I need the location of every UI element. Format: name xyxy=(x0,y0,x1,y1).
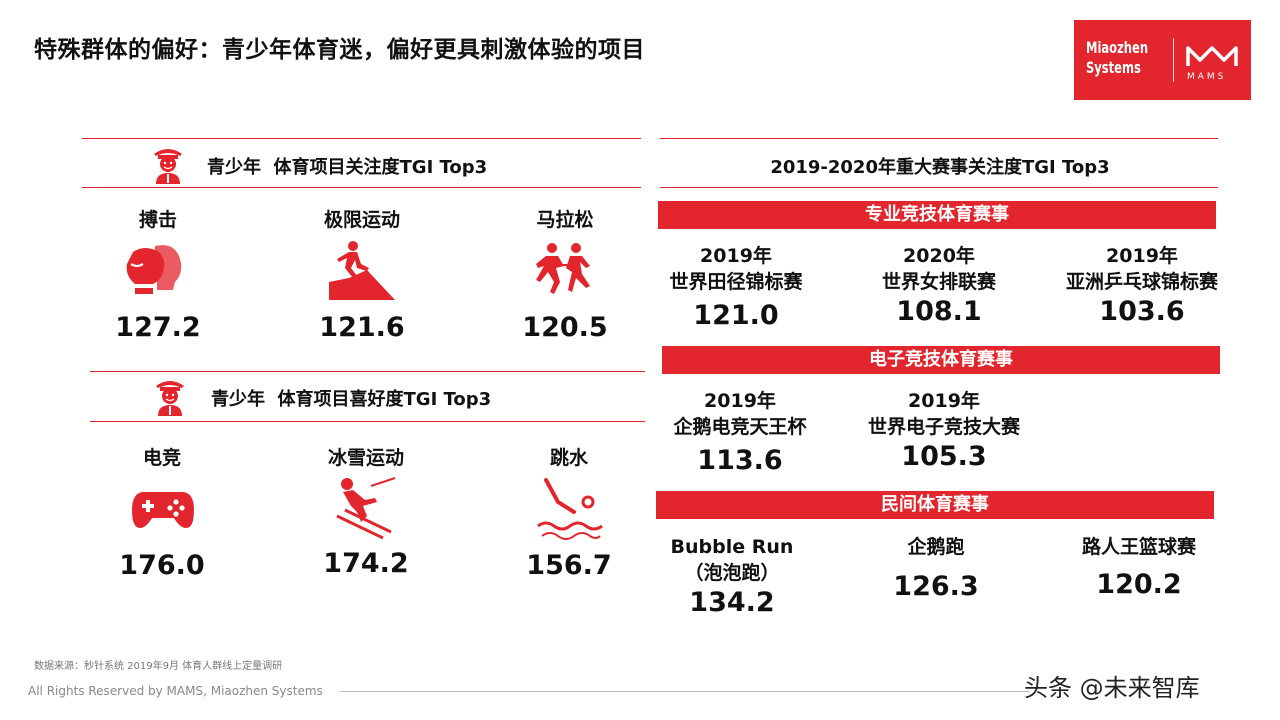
esports-bar: 电子竞技体育赛事 xyxy=(662,346,1220,374)
event-name: 世界田径锦标赛 xyxy=(669,271,803,293)
preference-value-1: 176.0 xyxy=(119,550,205,581)
event-subname: （泡泡跑） xyxy=(684,562,780,584)
events-heading: 2019-2020年重大赛事关注度TGI Top3 xyxy=(770,157,1110,178)
skiing-icon xyxy=(336,477,396,540)
extreme-climb-icon xyxy=(329,241,395,300)
event-value: 134.2 xyxy=(689,587,775,618)
preference-bottom-rule xyxy=(90,421,645,422)
logo-brand-line1: Miaozhen xyxy=(1086,38,1149,57)
attention-value-2: 121.6 xyxy=(319,312,405,343)
event-wcg: 2019年 世界电子竞技大赛 105.3 xyxy=(844,388,1044,474)
event-volleyball-league: 2020年 世界女排联赛 108.1 xyxy=(839,243,1039,329)
event-name: 亚洲乒乓球锦标赛 xyxy=(1065,271,1218,293)
attention-label-2: 极限运动 xyxy=(323,209,400,231)
logo-brand-text: Miaozhen Systems xyxy=(1086,38,1148,78)
event-year: 2019年 xyxy=(1106,245,1178,267)
event-name: 世界女排联赛 xyxy=(881,271,996,293)
attention-value-3: 120.5 xyxy=(522,312,608,343)
folk-sports-bar: 民间体育赛事 xyxy=(656,491,1214,519)
attention-bottom-rule xyxy=(82,187,641,188)
event-year: 2020年 xyxy=(903,245,975,267)
attention-top-rule xyxy=(82,138,641,139)
event-name: 企鹅跑 xyxy=(907,536,965,558)
event-value: 108.1 xyxy=(896,296,982,327)
event-value: 126.3 xyxy=(893,571,979,602)
preference-value-2: 174.2 xyxy=(323,548,409,579)
event-year: 2019年 xyxy=(704,390,776,412)
event-value: 113.6 xyxy=(697,445,783,476)
events-bottom-rule xyxy=(660,187,1218,188)
logo-brand-line2: Systems xyxy=(1086,58,1141,77)
event-value: 105.3 xyxy=(901,441,987,472)
event-value: 103.6 xyxy=(1099,296,1185,327)
teen-avatar-icon xyxy=(154,149,182,184)
watermark-text: 头条 @未来智库 xyxy=(1024,674,1200,702)
event-asian-table-tennis: 2019年 亚洲乒乓球锦标赛 103.6 xyxy=(1042,243,1242,329)
event-year: 2019年 xyxy=(908,390,980,412)
footer-rule xyxy=(340,691,1030,692)
events-top-rule xyxy=(660,138,1218,139)
gamepad-icon xyxy=(132,492,194,528)
event-value: 121.0 xyxy=(693,300,779,331)
event-year: 2019年 xyxy=(700,245,772,267)
attention-label-3: 马拉松 xyxy=(536,209,594,231)
event-name: 企鹅电竞天王杯 xyxy=(673,416,807,438)
data-source-note: 数据来源：秒针系统 2019年9月 体育人群线上定量调研 xyxy=(34,661,283,672)
event-bubble-run: Bubble Run （泡泡跑） 134.2 xyxy=(632,534,832,620)
event-name: 世界电子竞技大赛 xyxy=(867,416,1020,438)
preference-label-1: 电竞 xyxy=(142,447,181,469)
event-name: 路人王篮球赛 xyxy=(1081,536,1196,558)
preference-label-3: 跳水 xyxy=(549,447,588,469)
preference-value-3: 156.7 xyxy=(526,550,612,581)
diving-icon xyxy=(537,478,603,540)
boxing-glove-icon xyxy=(126,245,182,294)
event-street-king-basketball: 路人王篮球赛 120.2 xyxy=(1039,534,1239,602)
event-name: Bubble Run xyxy=(670,536,794,558)
pro-sports-bar: 专业竞技体育赛事 xyxy=(658,201,1216,229)
page-title: 特殊群体的偏好：青少年体育迷，偏好更具刺激体验的项目 xyxy=(34,37,645,63)
event-athletics-worlds: 2019年 世界田径锦标赛 121.0 xyxy=(636,243,836,333)
attention-label-1: 搏击 xyxy=(138,209,177,231)
preference-label-2: 冰雪运动 xyxy=(327,447,404,469)
marathon-runners-icon xyxy=(536,243,590,294)
event-penguin-run: 企鹅跑 126.3 xyxy=(836,534,1036,604)
preference-heading: 青少年 体育项目喜好度TGI Top3 xyxy=(211,389,492,410)
event-penguin-esports-cup: 2019年 企鹅电竞天王杯 113.6 xyxy=(640,388,840,478)
attention-value-1: 127.2 xyxy=(115,312,201,343)
logo-mams-text: MAMS xyxy=(1187,72,1227,82)
attention-heading: 青少年 体育项目关注度TGI Top3 xyxy=(207,157,488,178)
logo-divider xyxy=(1173,38,1174,82)
teen-avatar-icon xyxy=(156,381,184,416)
miaozhen-logo: Miaozhen Systems MAMS xyxy=(1074,20,1251,100)
mams-logo-icon xyxy=(1186,46,1238,66)
copyright-text: All Rights Reserved by MAMS, Miaozhen Sy… xyxy=(28,684,323,698)
event-value: 120.2 xyxy=(1096,569,1182,600)
preference-top-rule xyxy=(90,371,645,372)
